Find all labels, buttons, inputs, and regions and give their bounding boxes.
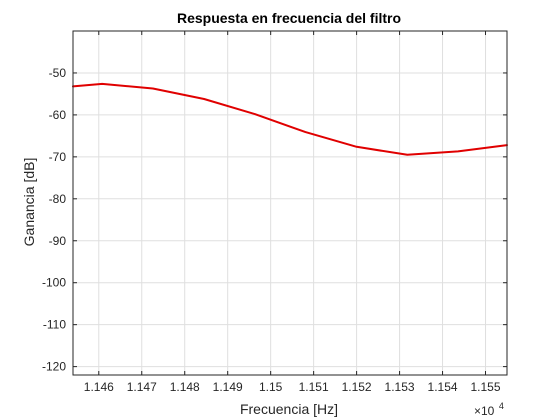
y-tick-label: -80 (49, 192, 67, 206)
x-tick-label: 1.154 (428, 380, 458, 394)
x-tick-label: 1.148 (170, 380, 200, 394)
x-axis-exponent-base: ×10 (474, 404, 495, 418)
plot-frame (72, 30, 508, 376)
series-line (72, 82, 508, 156)
plot-area (73, 31, 507, 375)
y-tick-label: -50 (49, 66, 67, 80)
y-tick-label: -120 (42, 360, 66, 374)
y-tick-label: -110 (43, 318, 66, 332)
y-tick-label: -60 (49, 108, 67, 122)
y-axis-label: Ganancia [dB] (21, 158, 37, 247)
x-axis-exponent-power: 4 (499, 401, 504, 411)
y-tick-label: -70 (49, 150, 67, 164)
y-tick-label: -90 (49, 234, 67, 248)
x-tick-label: 1.152 (342, 380, 372, 394)
chart-title: Respuesta en frecuencia del filtro (177, 10, 401, 26)
tick-labels: 1.146 1.147 1.148 1.149 1.15 1.151 1.152 1.153 1… (42, 66, 501, 394)
y-tick-label: -100 (42, 276, 66, 290)
x-tick-label: 1.155 (470, 380, 500, 394)
x-axis-exponent: ×10 4 (474, 401, 504, 419)
x-tick-label: 1.153 (385, 380, 415, 394)
x-tick-label: 1.149 (213, 380, 243, 394)
x-tick-label: 1.147 (127, 380, 157, 394)
grid-lines (73, 31, 507, 375)
x-tick-label: 1.151 (299, 380, 329, 394)
x-tick-label: 1.15 (259, 380, 283, 394)
x-axis-label: Frecuencia [Hz] (240, 401, 338, 417)
x-tick-label: 1.146 (84, 380, 114, 394)
axis-ticks (73, 31, 507, 375)
series-layer (72, 82, 508, 156)
